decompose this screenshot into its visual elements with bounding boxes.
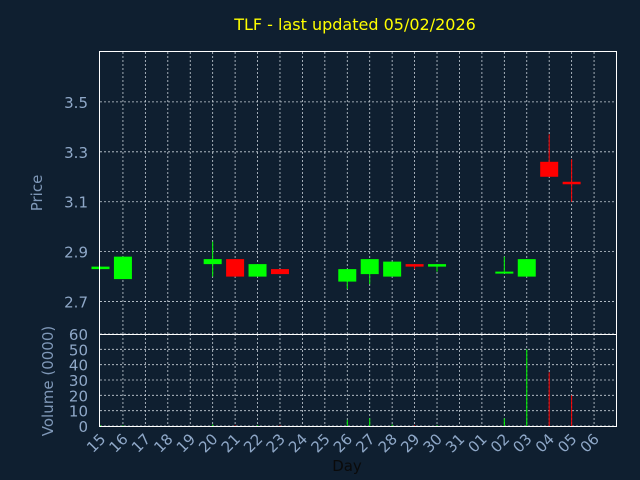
volume-bar (257, 425, 259, 426)
price-y-ticks: 2.7 2.9 3.1 3.3 3.5 (64, 94, 88, 312)
candle-body (517, 259, 536, 277)
candle-body (428, 264, 447, 267)
candle-body (113, 256, 132, 280)
candle-body (270, 269, 289, 275)
chart-title: TLF - last updated 05/02/2026 (233, 15, 476, 34)
candle-body (203, 259, 222, 265)
candle-body (360, 259, 379, 275)
volume-bar (526, 349, 528, 426)
candle-body (338, 269, 357, 282)
candle-body (405, 264, 424, 267)
candles (91, 134, 581, 290)
x-ticks: 1516171819202122232425262728293031010203… (83, 430, 603, 456)
price-tick-label: 2.9 (64, 244, 88, 262)
volume-grid (100, 333, 616, 427)
volume-bar (391, 424, 393, 426)
volume-tick-label: 40 (69, 357, 88, 375)
volume-tick-label: 50 (69, 341, 88, 359)
volume-bar (122, 425, 124, 426)
volume-bar (436, 425, 438, 426)
volume-tick-label: 30 (69, 372, 88, 390)
volume-bar (234, 425, 236, 426)
volume-bars (100, 349, 573, 426)
volume-bar (346, 419, 348, 426)
volume-panel-frame (99, 334, 617, 427)
volume-tick-label: 60 (69, 326, 88, 344)
price-grid (100, 52, 616, 334)
volume-bar (369, 418, 371, 426)
x-axis-label: Day (332, 457, 362, 475)
candle-body (248, 264, 267, 277)
volume-tick-label: 10 (69, 403, 88, 421)
volume-bar (279, 425, 281, 426)
candle-body (562, 181, 581, 185)
price-panel-frame (99, 51, 617, 335)
volume-bar (212, 424, 214, 426)
volume-bar (100, 425, 101, 426)
candle-body (495, 271, 514, 274)
volume-bar (548, 372, 550, 426)
volume-bar (414, 425, 416, 426)
price-tick-label: 3.5 (64, 94, 88, 112)
volume-bar (503, 418, 505, 426)
price-axis-label: Price (28, 175, 46, 212)
candle-body (91, 266, 110, 270)
candle-body (540, 161, 559, 177)
price-tick-label: 3.3 (64, 144, 88, 162)
volume-tick-label: 0 (78, 418, 88, 436)
price-tick-label: 2.7 (64, 294, 88, 312)
candle-body (383, 261, 402, 277)
volume-axis-label: Volume (0000) (39, 326, 57, 436)
price-tick-label: 3.1 (64, 194, 88, 212)
volume-bar (571, 395, 573, 426)
candle-body (226, 259, 245, 277)
x-tick-label: 06 (577, 430, 603, 456)
volume-tick-label: 20 (69, 387, 88, 405)
